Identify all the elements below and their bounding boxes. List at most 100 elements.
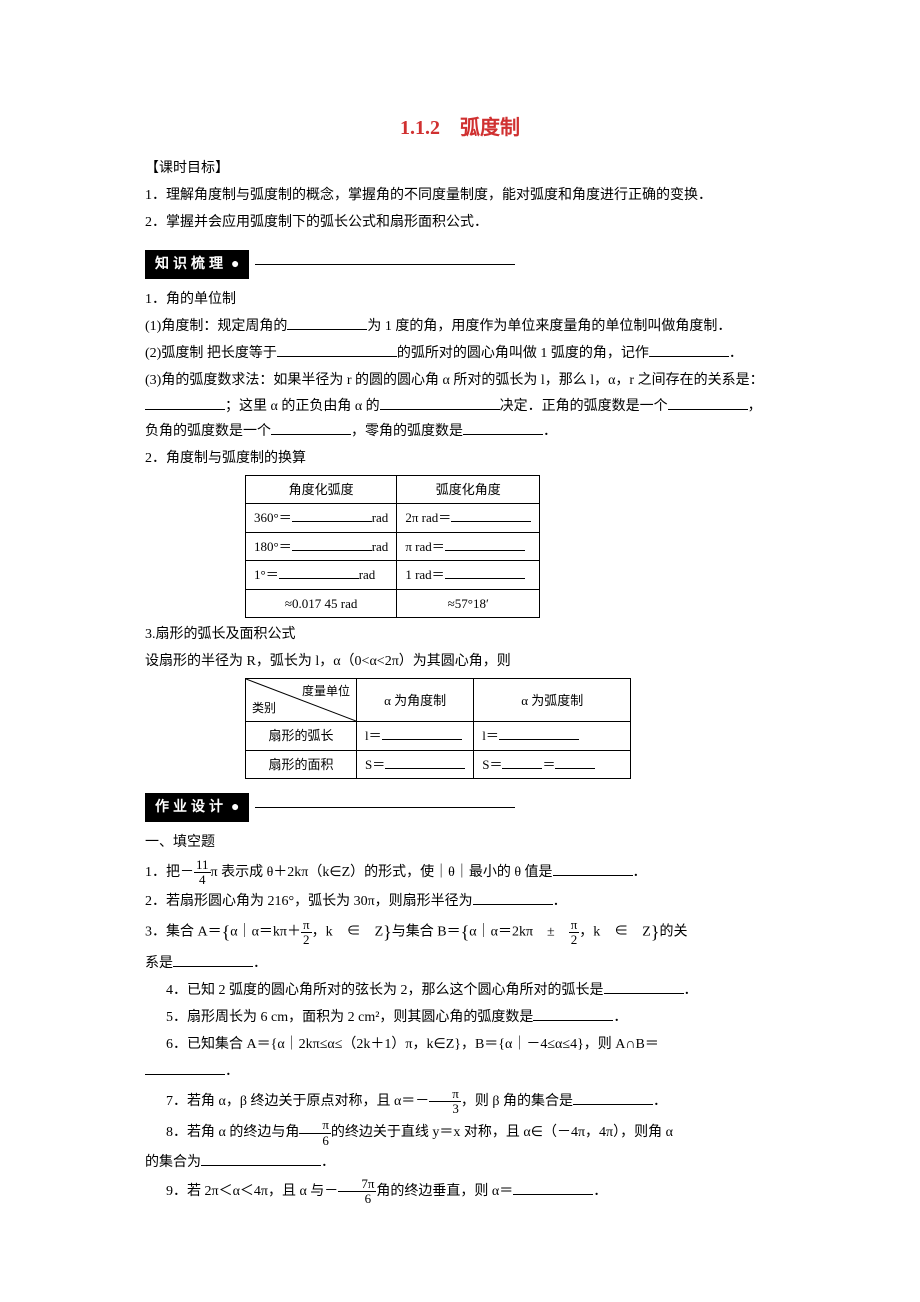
- question-9: 9．若 2π＜α＜4π，且 α 与－7π6角的终边垂直，则 α＝ ．: [145, 1177, 775, 1207]
- q-text: ．: [253, 956, 267, 971]
- q-text: ．: [321, 1155, 335, 1170]
- k1-2-pre: (2)弧度制 把长度等于: [145, 346, 277, 361]
- fraction: π6: [299, 1118, 331, 1148]
- table-cell: 360°＝ rad: [246, 504, 397, 532]
- blank: [292, 508, 372, 522]
- cell-text: l＝: [482, 728, 499, 743]
- cell-text: rad: [372, 539, 389, 554]
- q-text: α｜α＝kπ＋: [230, 925, 301, 940]
- fraction: π2: [569, 918, 580, 948]
- blank: [451, 508, 531, 522]
- q-text: 系是: [145, 956, 173, 971]
- blank: [201, 1151, 321, 1166]
- blank: [445, 537, 525, 551]
- divider-line: [255, 807, 515, 808]
- brace-icon: }: [383, 922, 392, 942]
- brace-icon: {: [461, 922, 470, 942]
- q-text: 与集合 B＝: [392, 925, 461, 940]
- q-text: 4．已知 2 弧度的圆心角所对的弦长为 2，那么这个圆心角所对的弧长是: [166, 983, 604, 998]
- question-5: 5．扇形周长为 6 cm，面积为 2 cm²，则其圆心角的弧度数是．: [145, 1005, 775, 1030]
- cell-text: S＝: [365, 757, 385, 772]
- table-cell: ≈57°18′: [397, 589, 540, 617]
- frac-den: 6: [338, 1192, 376, 1206]
- q-text: ，k ∈ Z: [312, 925, 384, 940]
- blank: [533, 1006, 613, 1021]
- section-homework-bar: 作业设计: [145, 793, 775, 822]
- cell-text: rad: [359, 567, 376, 582]
- question-2: 2．若扇形圆心角为 216°，弧长为 30π，则扇形半径为．: [145, 889, 775, 914]
- q-text: 角的终边垂直，则 α＝: [376, 1184, 513, 1199]
- k1-header: 1．角的单位制: [145, 287, 775, 312]
- question-8: 8．若角 α 的终边与角π6的终边关于直线 y＝x 对称，且 α∈（－4π，4π…: [145, 1118, 775, 1148]
- frac-num: π: [569, 918, 580, 933]
- table-cell: l＝: [357, 722, 474, 750]
- diag-top: 度量单位: [302, 681, 350, 703]
- q-text: ．: [653, 1094, 667, 1109]
- fraction: π3: [429, 1087, 461, 1117]
- q-text: ．: [225, 1064, 239, 1079]
- blank: [382, 726, 462, 740]
- q-text: 2．若扇形圆心角为 216°，弧长为 30π，则扇形半径为: [145, 894, 473, 909]
- cell-text: 360°＝: [254, 510, 292, 525]
- section-knowledge-label: 知识梳理: [145, 250, 249, 279]
- table-cell: ≈0.017 45 rad: [246, 589, 397, 617]
- q-text: 的终边关于直线 y＝x 对称，且 α∈（－4π，4π），则角 α: [331, 1125, 673, 1140]
- q-text: π 表示成 θ＋2kπ（k∈Z）的形式，使｜θ｜最小的 θ 值是: [211, 865, 553, 880]
- blank: [445, 565, 525, 579]
- q-text: ．: [684, 983, 698, 998]
- q-text: 5．扇形周长为 6 cm，面积为 2 cm²，则其圆心角的弧度数是: [166, 1010, 533, 1025]
- blank: [553, 861, 633, 876]
- k1-3-a: (3)角的弧度数求法：如果半径为 r 的圆的圆心角 α 所对的弧长为 l，那么 …: [145, 373, 764, 388]
- blank: [499, 726, 579, 740]
- table-cell: l＝: [474, 722, 631, 750]
- blank: [292, 537, 372, 551]
- blank: [473, 890, 553, 905]
- row1-label: 扇形的弧长: [246, 722, 357, 750]
- q-text: ．: [593, 1184, 607, 1199]
- frac-num: π: [429, 1087, 461, 1102]
- question-8-cont: 的集合为．: [145, 1150, 775, 1175]
- blank: [463, 420, 543, 435]
- k1-2: (2)弧度制 把长度等于的弧所对的圆心角叫做 1 弧度的角，记作．: [145, 341, 775, 366]
- k2-header: 2．角度制与弧度制的换算: [145, 446, 775, 471]
- blank: [145, 1060, 225, 1075]
- question-6: 6．已知集合 A＝{α｜2kπ≤α≤（2k＋1）π，k∈Z}，B＝{α｜－4≤α…: [145, 1032, 775, 1057]
- blank: [668, 395, 748, 410]
- blank: [513, 1180, 593, 1195]
- table-cell: 1°＝rad: [246, 561, 397, 589]
- objective-2: 2．掌握并会应用弧度制下的弧长公式和扇形面积公式．: [145, 210, 775, 235]
- cell-text: l＝: [365, 728, 382, 743]
- blank: [277, 342, 397, 357]
- diag-bottom: 类别: [252, 698, 276, 720]
- question-1: 1．把－114π 表示成 θ＋2kπ（k∈Z）的形式，使｜θ｜最小的 θ 值是．: [145, 858, 775, 888]
- divider-line: [255, 264, 515, 265]
- frac-den: 6: [299, 1134, 331, 1148]
- table-cell: S＝＝: [474, 750, 631, 778]
- cell-text: π rad＝: [405, 539, 444, 554]
- blank: [502, 755, 542, 769]
- k1-3-f: ．: [543, 424, 557, 439]
- section-homework-label: 作业设计: [145, 793, 249, 822]
- cell-text: rad: [372, 510, 389, 525]
- section-knowledge-bar: 知识梳理: [145, 250, 775, 279]
- fraction: π2: [301, 918, 312, 948]
- cell-text: 180°＝: [254, 539, 292, 554]
- frac-den: 2: [301, 933, 312, 947]
- cell-text: 1 rad＝: [405, 567, 444, 582]
- k3-intro: 设扇形的半径为 R，弧长为 l，α（0<α<2π）为其圆心角，则: [145, 649, 775, 674]
- frac-den: 2: [569, 933, 580, 947]
- blank: [649, 342, 729, 357]
- k1-3-b: ；这里 α 的正负由角 α 的: [225, 399, 380, 414]
- frac-den: 3: [429, 1102, 461, 1116]
- frac-num: π: [301, 918, 312, 933]
- conversion-table: 角度化弧度 弧度化角度 360°＝rad 2π rad＝ 180°＝rad π …: [245, 475, 540, 618]
- q-text: 8．若角 α 的终边与角: [166, 1125, 299, 1140]
- homework-header: 一、填空题: [145, 830, 775, 855]
- conv-th-2: 弧度化角度: [397, 476, 540, 504]
- frac-num: 11: [194, 858, 211, 873]
- k1-3-c-pre: 决定．正角的弧度数是一个: [500, 399, 668, 414]
- q-text: 9．若 2π＜α＜4π，且 α 与－: [166, 1184, 338, 1199]
- row2-label: 扇形的面积: [246, 750, 357, 778]
- k1-1: (1)角度制：规定周角的为 1 度的角，用度作为单位来度量角的单位制叫做角度制．: [145, 314, 775, 339]
- fraction: 7π6: [338, 1177, 376, 1207]
